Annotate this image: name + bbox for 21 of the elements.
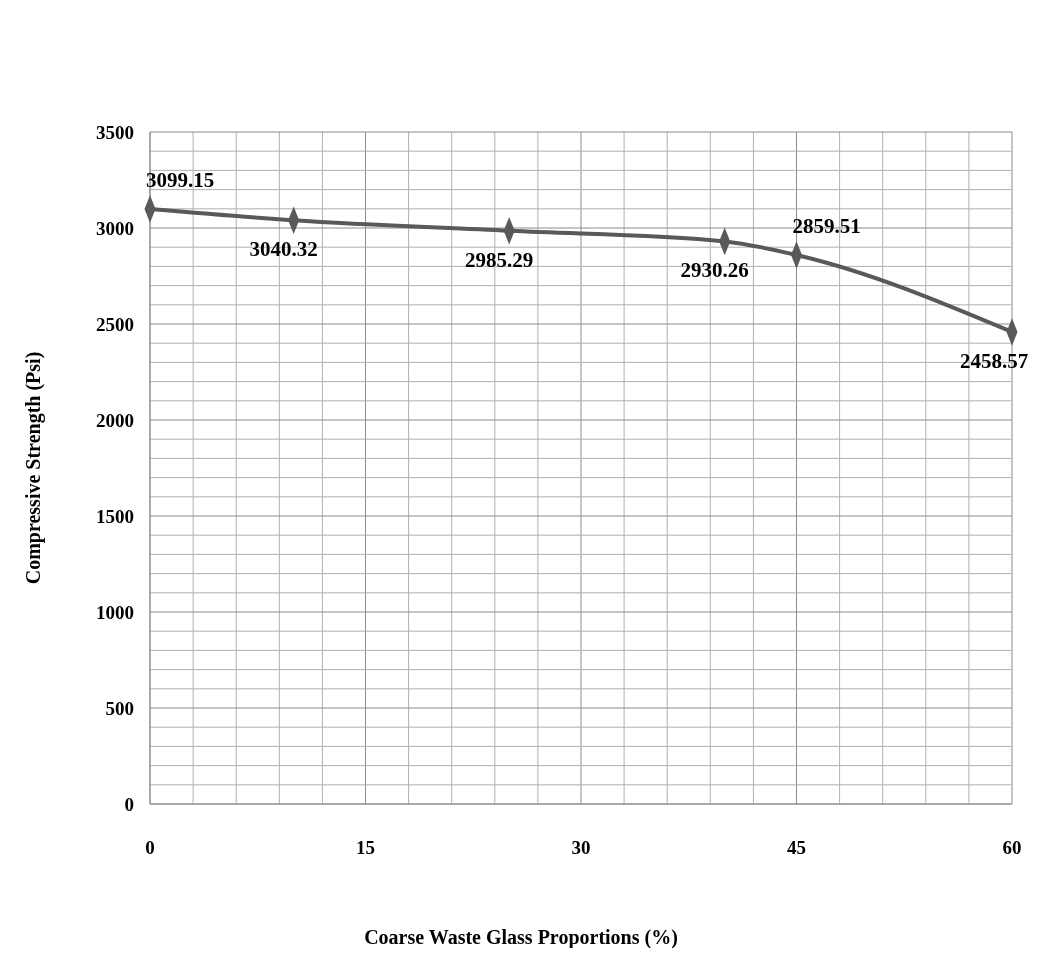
y-tick-label: 500 xyxy=(105,697,134,719)
x-tick-label: 30 xyxy=(571,837,591,858)
x-tick-label: 60 xyxy=(1002,837,1022,858)
data-label: 2930.26 xyxy=(680,258,749,283)
x-axis-title: Coarse Waste Glass Proportions (%) xyxy=(364,926,678,949)
y-tick-label: 3000 xyxy=(96,217,134,239)
data-label: 3099.15 xyxy=(145,167,215,192)
y-tick-label: 3500 xyxy=(96,121,134,143)
y-tick-label: 2000 xyxy=(96,409,134,431)
data-label: 2985.29 xyxy=(465,247,534,272)
x-tick-label: 0 xyxy=(145,837,155,858)
y-tick-label: 1000 xyxy=(96,601,134,623)
data-label: 2458.57 xyxy=(959,348,1029,373)
data-label: 2859.51 xyxy=(792,213,861,238)
x-tick-label: 15 xyxy=(356,837,375,858)
y-tick-label: 1500 xyxy=(96,505,134,527)
x-tick-label: 45 xyxy=(787,837,806,858)
y-tick-label: 0 xyxy=(124,793,134,815)
data-label: 3040.32 xyxy=(249,237,318,262)
y-tick-label: 2500 xyxy=(96,313,134,335)
y-axis-title: Compressive Strength (Psi) xyxy=(22,351,45,585)
